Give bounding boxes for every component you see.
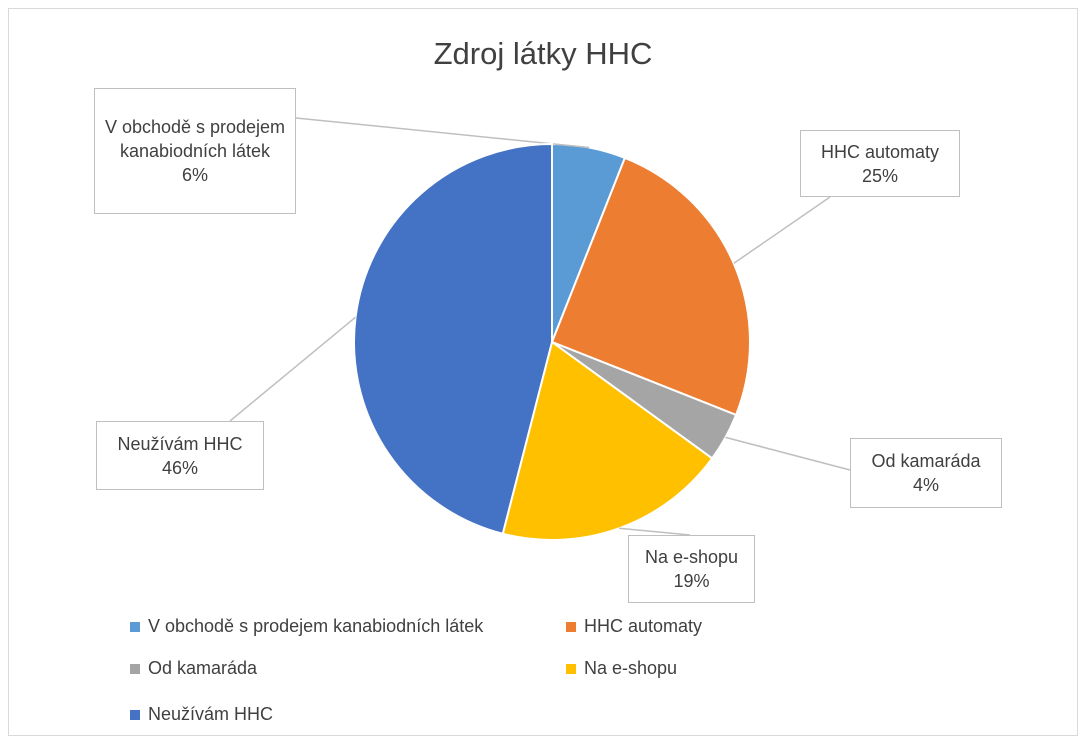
leader-line — [733, 196, 831, 264]
data-label: HHC automaty 25% — [800, 130, 960, 197]
legend-label: Neužívám HHC — [148, 704, 274, 724]
data-label-value: 4% — [912, 475, 939, 495]
data-label-name: Na e-shopu — [644, 547, 739, 567]
data-label: Neužívám HHC 46% — [96, 421, 264, 490]
leader-line — [725, 436, 851, 471]
legend-item: Od kamaráda — [130, 658, 257, 679]
legend-swatch — [566, 663, 576, 674]
data-label-value: 6% — [181, 165, 208, 185]
legend-swatch — [130, 621, 140, 632]
legend-item: Neužívám HHC — [130, 704, 273, 725]
legend-label: Od kamaráda — [148, 658, 258, 678]
leader-line — [229, 316, 357, 422]
leader-line — [295, 117, 590, 149]
legend-item: V obchodě s prodejem kanabiodních látek — [130, 616, 483, 637]
legend-label: HHC automaty — [584, 616, 703, 636]
legend-label: V obchodě s prodejem kanabiodních látek — [148, 616, 484, 636]
pie-slice — [501, 340, 714, 541]
data-label-name: Neužívám HHC — [117, 433, 243, 454]
legend-swatch — [130, 709, 140, 720]
data-label: V obchodě s prodejem kanabiodních látek 6… — [94, 88, 296, 214]
leader-line — [618, 527, 691, 536]
data-label-value: 46% — [161, 457, 199, 478]
data-label-name: V obchodě s prodejem kanabiodních látek — [104, 117, 286, 161]
legend-swatch — [566, 621, 576, 632]
pie-slice — [550, 156, 751, 417]
data-label-name: Od kamaráda — [871, 451, 981, 471]
legend-item: Na e-shopu — [566, 658, 677, 679]
chart-title: Zdroj látky HHC — [433, 36, 653, 71]
legend-label: Na e-shopu — [584, 658, 678, 678]
data-label-value: 19% — [673, 571, 710, 591]
pie-slice — [353, 142, 553, 535]
data-label: Od kamaráda 4% — [850, 438, 1002, 508]
data-label: Na e-shopu 19% — [628, 535, 755, 603]
legend-swatch — [130, 663, 140, 674]
legend-item: HHC automaty — [566, 616, 702, 637]
data-label-name: HHC automaty — [820, 141, 940, 162]
data-label-value: 25% — [861, 165, 899, 186]
